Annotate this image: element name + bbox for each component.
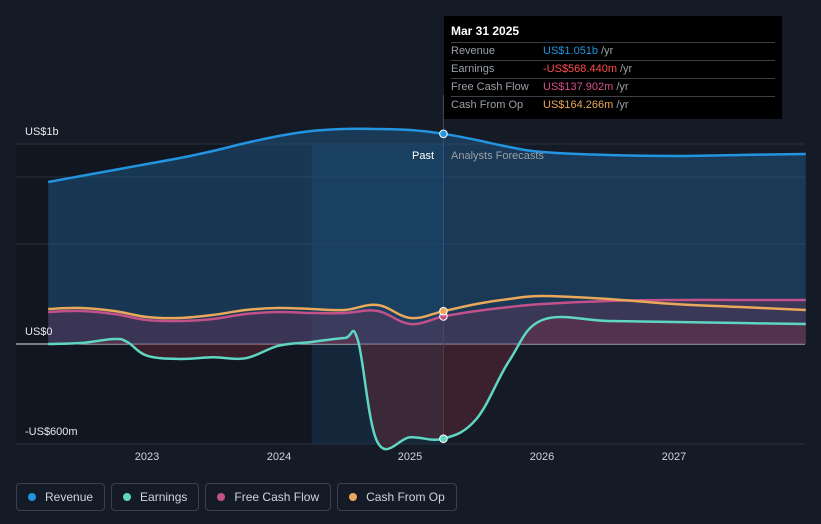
revenue-today-point <box>439 129 448 139</box>
legend-dot-icon <box>349 493 358 501</box>
legend: Revenue Earnings Free Cash Flow Cash Fro… <box>16 483 457 511</box>
legend-item-earnings[interactable]: Earnings <box>111 483 200 511</box>
y-tick-label-top: US$1b <box>25 126 59 138</box>
y-tick-label-bottom: -US$600m <box>25 426 78 438</box>
legend-dot-icon <box>123 493 132 501</box>
chart-background <box>16 144 444 444</box>
tooltip-value: US$1.051b <box>543 45 599 57</box>
legend-label: Revenue <box>45 490 94 504</box>
x-tick-2024: 2024 <box>266 451 292 463</box>
x-tick-2026: 2026 <box>529 451 555 463</box>
legend-item-cash-from-op[interactable]: Cash From Op <box>337 483 457 511</box>
legend-label: Free Cash Flow <box>234 490 320 504</box>
y-tick-label-zero: US$0 <box>25 326 53 338</box>
earnings-today-point <box>439 434 448 443</box>
tooltip-label: Earnings <box>451 63 495 75</box>
tooltip-unit: /yr <box>616 81 629 93</box>
forecast-label: Analysts Forecasts <box>451 150 544 162</box>
tooltip-row-earnings: Earnings -US$568.440m /yr <box>451 60 775 78</box>
tooltip: Mar 31 2025 Revenue US$1.051b /yr Earnin… <box>444 16 782 119</box>
tooltip-unit: /yr <box>616 99 629 111</box>
past-background <box>16 144 312 444</box>
tooltip-value: US$137.902m <box>543 81 614 93</box>
x-tick-2023: 2023 <box>134 451 160 463</box>
legend-dot-icon <box>28 493 36 501</box>
tooltip-label: Cash From Op <box>451 99 524 111</box>
revenue-area <box>48 128 806 344</box>
tooltip-unit: /yr <box>620 63 633 75</box>
tooltip-label: Free Cash Flow <box>451 81 529 93</box>
today-markers <box>439 129 448 443</box>
legend-item-free-cash-flow[interactable]: Free Cash Flow <box>205 483 332 511</box>
legend-dot-icon <box>217 493 226 501</box>
legend-label: Earnings <box>140 490 188 504</box>
cash-from-op-line <box>48 294 806 320</box>
free-cash-flow-line <box>48 298 806 326</box>
tooltip-row-cash-from-op: Cash From Op US$164.266m /yr <box>451 96 775 114</box>
past-label: Past <box>412 150 435 162</box>
cash-from-op-today-point <box>439 306 448 316</box>
tooltip-unit: /yr <box>601 45 614 57</box>
tooltip-row-free-cash-flow: Free Cash Flow US$137.902m /yr <box>451 78 775 96</box>
tooltip-value: US$164.266m <box>543 99 614 111</box>
tooltip-value: -US$568.440m <box>543 63 617 75</box>
tooltip-date: Mar 31 2025 <box>451 24 520 38</box>
tooltip-label: Revenue <box>451 45 496 57</box>
series-lines <box>47 127 806 451</box>
grid-lines <box>16 95 805 445</box>
x-tick-2027: 2027 <box>661 451 687 463</box>
legend-item-revenue[interactable]: Revenue <box>16 483 106 511</box>
series-areas <box>48 128 806 450</box>
x-tick-2025: 2025 <box>397 451 423 463</box>
earnings-line <box>48 315 806 451</box>
earnings-area <box>48 317 806 450</box>
legend-label: Cash From Op <box>366 490 445 504</box>
revenue-line <box>47 127 806 184</box>
tooltip-row-revenue: Revenue US$1.051b /yr <box>451 42 775 60</box>
highlight-band <box>311 144 444 444</box>
